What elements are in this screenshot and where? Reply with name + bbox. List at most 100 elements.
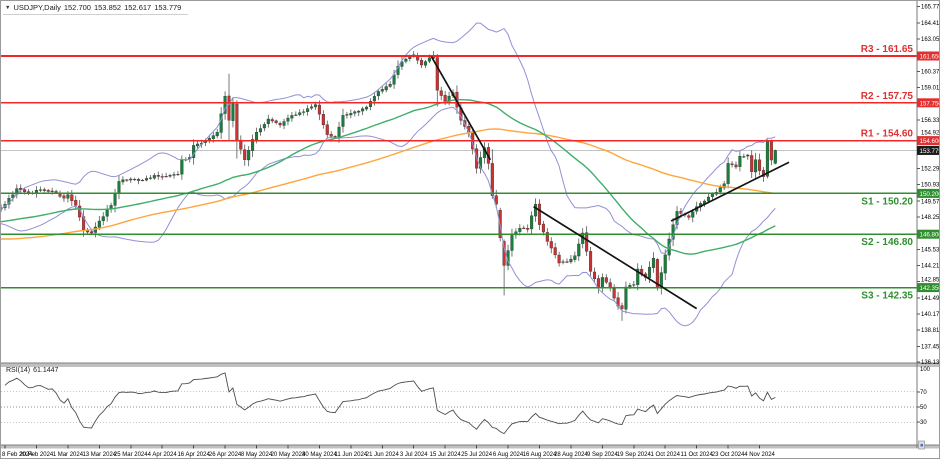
sma-fast-line [1, 98, 776, 255]
trendline-1[interactable] [430, 56, 492, 161]
candle-bullish [254, 132, 259, 141]
candle-bearish [435, 57, 439, 91]
price-badge-label: 153.779 [920, 148, 940, 155]
candle-bullish [294, 114, 298, 116]
price-tick-label: 136.130 [921, 360, 939, 366]
date-label: 13 Mar 2024 [82, 452, 116, 458]
candle-bullish [746, 154, 750, 157]
rsi-value: 61.1447 [33, 367, 59, 374]
candle-bearish [526, 228, 530, 230]
candle-bullish [129, 178, 133, 181]
axis-corner-icon [918, 440, 925, 450]
pane-splitter-bottom[interactable] [1, 445, 939, 449]
candle-bullish [306, 108, 310, 112]
candle-bullish [773, 150, 777, 164]
price-badge-label: 154.600 [920, 138, 940, 145]
candle-bullish [408, 56, 412, 59]
price-badge-label: 157.750 [920, 100, 940, 107]
candle-bearish [137, 179, 141, 181]
candle-bearish [89, 231, 93, 234]
ohlc-low: 152.617 [124, 3, 152, 12]
candle-bullish [710, 193, 714, 197]
resistance-label-r3: R3 - 161.65 [861, 44, 914, 55]
price-badge-resistance [917, 136, 939, 146]
candle-bullish [302, 111, 306, 113]
date-label: 1 Mar 2024 [53, 452, 84, 458]
price-axis[interactable]: 165.770 164.410 163.050 160.370 159.010 156.3… [917, 5, 939, 367]
trendline-3[interactable] [670, 161, 790, 222]
candle-bullish [561, 261, 565, 263]
candle-bearish [549, 241, 553, 249]
price-tick-label: 150.930 [921, 183, 939, 189]
date-label: 6 Aug 2024 [493, 452, 524, 458]
date-label: 16 Apr 2024 [177, 452, 210, 458]
rsi-scale-label: 30 [920, 420, 927, 426]
price-badge-label: 146.800 [920, 232, 940, 239]
candle-bullish [349, 113, 353, 116]
pane-splitter-main-rsi[interactable] [1, 363, 939, 367]
candle-bearish [239, 139, 243, 150]
date-label: 11 Jun 2024 [335, 452, 368, 458]
price-tick-label: 152.290 [921, 166, 939, 172]
price-badge-support [917, 229, 939, 239]
date-label: 3 Jul 2024 [400, 452, 428, 458]
chart-symbol-timeframe: USDJPY,Daily [13, 3, 61, 12]
price-tick-label: 140.170 [921, 312, 939, 318]
candle-bullish [121, 179, 125, 183]
date-label: 28 Aug 2024 [554, 452, 588, 458]
candle-bullish [530, 215, 534, 230]
candle-bearish [734, 164, 738, 168]
price-tick-label: 149.570 [921, 199, 939, 205]
price-badge-support [917, 283, 939, 293]
price-badge-label: 150.200 [920, 191, 940, 198]
candle-bearish [54, 191, 58, 193]
candle-bullish [223, 96, 227, 114]
candle-bullish [636, 268, 640, 285]
candle-bearish [494, 195, 498, 205]
date-label: 30 May 2024 [302, 452, 337, 458]
candle-bearish [730, 163, 734, 165]
candle-bullish [380, 89, 384, 92]
price-badge-current [917, 145, 939, 155]
candle-bullish [105, 209, 109, 217]
candle-bearish [133, 179, 137, 181]
rsi-pane: 1007050300 [1, 367, 931, 449]
candle-bullish [247, 150, 251, 161]
candle-bullish [691, 211, 695, 218]
candle-bearish [490, 163, 494, 196]
candle-bullish [251, 139, 255, 151]
candle-bullish [663, 254, 667, 274]
candle-bullish [148, 177, 152, 179]
candle-bullish [573, 255, 577, 260]
candle-bullish [341, 115, 345, 127]
candle-bullish [298, 112, 302, 115]
price-tick-label: 156.330 [921, 118, 939, 124]
price-tick-label: 159.010 [921, 86, 939, 92]
date-label: 21 Jun 2024 [366, 452, 400, 458]
candle-bullish [647, 266, 652, 279]
trendline-2[interactable] [533, 205, 698, 310]
candle-bearish [620, 305, 624, 309]
date-label: 8 May 2024 [241, 452, 273, 458]
date-label: 15 Jul 2024 [430, 452, 462, 458]
candle-bullish [196, 143, 200, 147]
candle-bullish [742, 156, 746, 158]
support-label-s2: S2 - 146.80 [861, 237, 913, 248]
candle-bullish [152, 175, 156, 179]
candle-bearish [769, 141, 773, 161]
candle-bearish [164, 176, 168, 178]
candle-bearish [156, 175, 160, 177]
candle-bearish [537, 203, 542, 225]
symbol-dropdown-arrow[interactable]: ▼ [5, 5, 11, 11]
resistance-label-r1: R1 - 154.60 [861, 129, 914, 140]
candle-bullish [313, 104, 317, 108]
candle-bullish [361, 108, 365, 112]
price-tick-label: 148.250 [921, 215, 939, 221]
date-label: 23 Oct 2024 [712, 452, 745, 458]
candle-bullish [400, 61, 404, 67]
candle-bearish [227, 95, 231, 121]
candle-bullish [376, 91, 380, 97]
